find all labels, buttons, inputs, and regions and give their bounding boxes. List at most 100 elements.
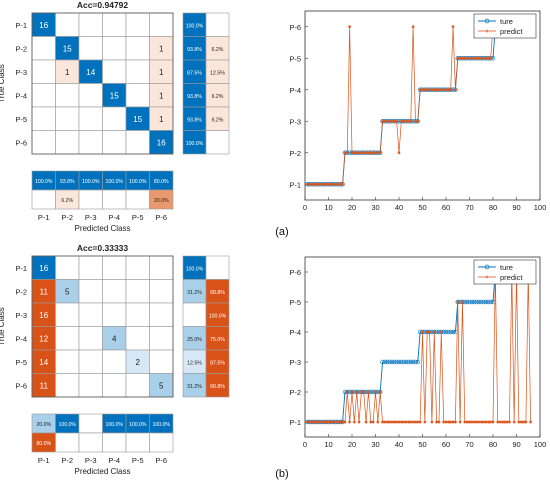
predict-point	[449, 88, 453, 92]
predict-point	[451, 25, 455, 29]
x-tick-label: 40	[395, 203, 403, 212]
line-plot-b: 0 10 20 30 40 50 60 70 80 90 100 P-1 P-2 P-3 P-4 P-5 P-6…	[289, 256, 546, 449]
predict-point	[484, 56, 488, 60]
matrix-cell	[31, 130, 56, 155]
predict-point	[470, 420, 474, 424]
predict-point	[338, 420, 342, 424]
predict-point	[420, 88, 425, 92]
predict-point	[378, 390, 382, 394]
col-summary-error	[149, 432, 174, 453]
legend-ture-label: ture	[500, 263, 513, 272]
predict-point	[333, 420, 338, 424]
matrix-cell	[102, 36, 127, 61]
row-class-label: P-1	[15, 21, 27, 30]
row-class-label: P-6	[15, 138, 27, 147]
predict-point	[336, 182, 340, 186]
predict-point	[352, 151, 356, 155]
col-summary-error	[78, 189, 103, 210]
col-summary-correct-value: 100.0%	[129, 422, 147, 428]
y-tick-label: P-4	[289, 86, 301, 95]
predict-point	[317, 420, 321, 424]
confusion-matrix-a: Acc=0.94792 16 P-1 15 1 P-2 1 14 1 P-3 15 1 P-4 15 1 P-…	[0, 0, 230, 233]
predict-point	[477, 56, 481, 60]
legend-box	[473, 13, 537, 39]
predict-point	[430, 420, 434, 424]
predict-point	[333, 182, 338, 186]
predict-point	[362, 151, 366, 155]
predict-point	[498, 420, 502, 424]
ture-point	[408, 359, 413, 365]
x-tick-label: 20	[348, 203, 356, 212]
predict-point	[350, 390, 354, 394]
matrix-cell	[125, 302, 150, 327]
y-tick-label: P-3	[289, 358, 301, 367]
predict-point	[380, 119, 385, 123]
x-axis-label: Predicted Class	[74, 224, 130, 233]
matrix-cell	[125, 12, 150, 37]
predict-point	[453, 420, 457, 424]
legend-ture-marker	[484, 18, 490, 24]
predict-point	[390, 119, 394, 123]
col-summary-error	[31, 189, 56, 210]
matrix-cell	[102, 12, 127, 37]
ture-point	[443, 329, 449, 335]
predict-point	[409, 420, 413, 424]
legend-predict-marker	[485, 275, 489, 279]
predict-point	[467, 56, 472, 60]
matrix-cell	[125, 59, 150, 84]
predict-point	[399, 119, 403, 123]
row-summary-error	[205, 130, 230, 155]
predict-point	[315, 182, 319, 186]
row-summary-error	[205, 12, 230, 37]
matrix-cell	[55, 12, 80, 37]
x-tick-label: 50	[418, 440, 426, 449]
x-tick-label: 60	[442, 203, 450, 212]
predict-point	[524, 420, 528, 424]
matrix-cell	[102, 255, 127, 280]
predict-point	[322, 182, 326, 186]
predict-point	[442, 420, 446, 424]
predict-point	[322, 420, 326, 424]
ture-point	[448, 329, 453, 335]
predict-point	[444, 88, 448, 92]
predict-point	[329, 420, 333, 424]
predict-point	[312, 420, 316, 424]
col-summary-error-value: 80.0%	[36, 441, 51, 447]
col-summary-correct-value: 20.0%	[36, 422, 51, 428]
col-class-label: P-5	[132, 456, 144, 465]
predict-point	[352, 420, 356, 424]
matrix-cell	[102, 106, 127, 131]
predict-point	[449, 420, 453, 424]
predict-point	[444, 420, 448, 424]
predict-point	[336, 420, 340, 424]
plot-area	[304, 10, 541, 201]
matrix-cell	[149, 255, 174, 280]
y-tick-label: P-5	[289, 298, 301, 307]
row-summary-error-value: 68.8%	[210, 384, 225, 390]
col-class-label: P-4	[108, 456, 120, 465]
matrix-cell	[149, 326, 174, 351]
predict-point	[432, 88, 436, 92]
predict-point	[430, 88, 434, 92]
matrix-cell	[78, 83, 103, 108]
predict-point	[310, 182, 314, 186]
predict-point	[395, 420, 399, 424]
predict-point	[378, 151, 382, 155]
predict-point	[463, 420, 467, 424]
predict-point	[402, 119, 406, 123]
matrix-cell-value: 14	[39, 358, 48, 367]
matrix-cell	[78, 12, 103, 37]
predict-point	[529, 420, 533, 424]
predict-point	[437, 88, 441, 92]
predict-point	[364, 151, 368, 155]
matrix-cell-value: 15	[133, 115, 142, 124]
row-class-label: P-6	[15, 381, 27, 390]
matrix-cell	[55, 326, 80, 351]
col-class-label: P-2	[61, 456, 73, 465]
predict-point	[324, 182, 328, 186]
predict-point	[413, 420, 418, 424]
predict-point	[376, 420, 380, 424]
col-class-label: P-6	[155, 456, 167, 465]
predict-point	[388, 420, 392, 424]
